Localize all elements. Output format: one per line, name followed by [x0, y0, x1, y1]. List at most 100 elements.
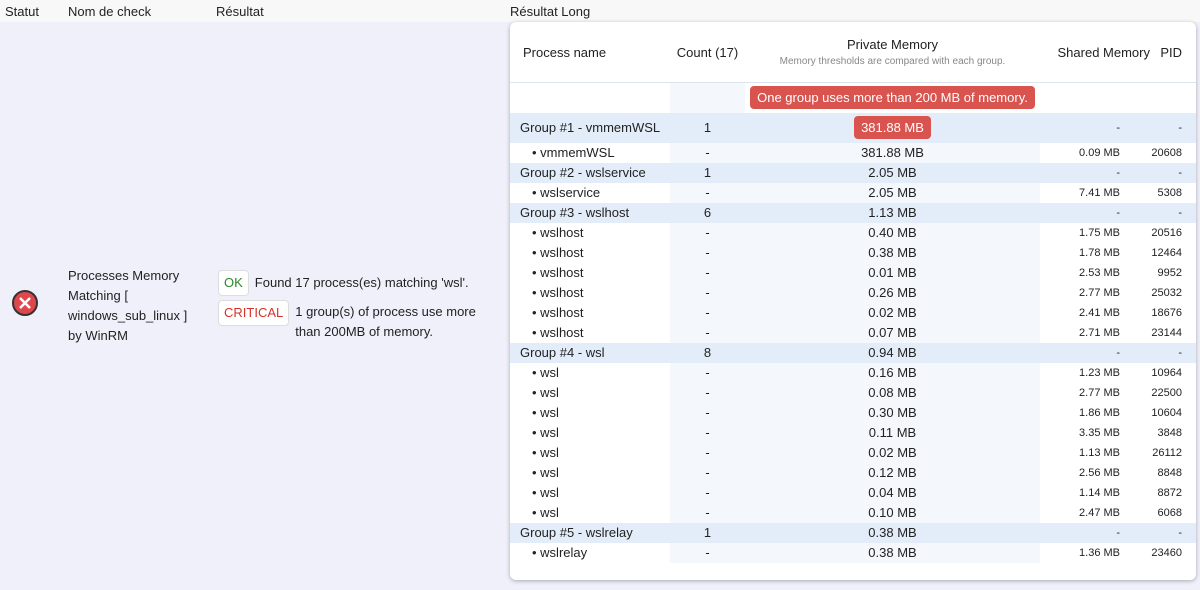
process-name: wslservice [540, 185, 601, 200]
count: - [670, 502, 745, 523]
name-cell: • wsl [532, 465, 559, 480]
process-row: • wslhost - 0.02 MB 2.41 MB 18676 [510, 302, 1196, 323]
shared-memory: - [1040, 202, 1150, 223]
private-cell: 0.10 MB [745, 502, 1040, 523]
group-name: Group #4 - wsl [520, 345, 605, 360]
count: - [670, 422, 745, 443]
group-name: Group #3 - wslhost [520, 205, 630, 220]
private-memory: 0.30 MB [868, 405, 917, 420]
count: - [670, 242, 745, 263]
results: OK Found 17 process(es) matching 'wsl'. C… [218, 270, 498, 342]
header: Résultat [216, 4, 264, 19]
name-cell: • wslhost [532, 325, 584, 340]
private-cell: 1.13 MB [745, 202, 1040, 223]
private-memory: 0.12 MB [868, 465, 917, 480]
shared-memory: 2.71 MB [1079, 326, 1120, 339]
process-row: • wsl - 0.11 MB 3.35 MB 3848 [510, 422, 1196, 443]
private-memory: 381.88 MB [861, 145, 924, 160]
pid: 12464 [1151, 246, 1182, 259]
group-name: Group #1 - vmmemWSL [520, 120, 661, 135]
name-cell: • wslhost [532, 265, 584, 280]
process-row: • wsl - 0.08 MB 2.77 MB 22500 [510, 382, 1196, 403]
count: - [670, 322, 745, 343]
pid: 23460 [1151, 546, 1182, 559]
private-memory: 0.94 MB [868, 345, 917, 360]
column-header: Shared Memory [1040, 22, 1150, 83]
count: - [670, 362, 745, 383]
private-memory: 0.01 MB [868, 265, 917, 280]
pid: - [1150, 202, 1196, 223]
private-memory: 0.07 MB [868, 325, 917, 340]
count: 1 [670, 522, 745, 543]
header: Résultat Long [510, 4, 591, 19]
name-cell: • wsl [532, 365, 559, 380]
name-cell: • wsl [532, 445, 559, 460]
private-memory: 0.02 MB [868, 305, 917, 320]
process-row: • wsl - 0.30 MB 1.86 MB 10604 [510, 402, 1196, 423]
pid: - [1150, 342, 1196, 363]
shared-memory: 2.56 MB [1079, 466, 1120, 479]
private-memory: 0.38 MB [868, 545, 917, 560]
private-cell: 0.07 MB [745, 322, 1040, 343]
process-name: wsl [540, 445, 559, 460]
pid: 20608 [1151, 146, 1182, 159]
shared-memory: - [1040, 112, 1150, 143]
shared-memory: 1.23 MB [1079, 366, 1120, 379]
count: - [670, 222, 745, 243]
pid: - [1150, 162, 1196, 183]
name-cell: • wsl [532, 425, 559, 440]
group-name: Group #2 - wslservice [520, 165, 646, 180]
private-memory: 0.16 MB [868, 365, 917, 380]
shared-memory: 1.14 MB [1079, 486, 1120, 499]
name-cell: • wslservice [532, 185, 601, 200]
process-row: • wslservice - 2.05 MB 7.41 MB 5308 [510, 182, 1196, 203]
private-memory: 0.11 MB [868, 425, 917, 440]
count: - [670, 482, 745, 503]
group-row: Group #4 - wsl 8 0.94 MB - - [510, 342, 1196, 363]
process-row: • wsl - 0.10 MB 2.47 MB 6068 [510, 502, 1196, 523]
count: - [670, 462, 745, 483]
process-name: wsl [540, 365, 559, 380]
pid: 10604 [1151, 406, 1182, 419]
count: - [670, 402, 745, 423]
private-cell: 2.05 MB [745, 162, 1040, 183]
pid: 22500 [1151, 386, 1182, 399]
count: 1 [670, 162, 745, 183]
count: - [670, 262, 745, 283]
process-name: wslhost [540, 245, 584, 260]
pid: - [1150, 522, 1196, 543]
private-cell: 0.38 MB [745, 522, 1040, 543]
count: - [670, 282, 745, 303]
shared-memory: - [1040, 522, 1150, 543]
process-name: wsl [540, 465, 559, 480]
count: - [670, 182, 745, 203]
badge: CRITICAL [218, 300, 290, 326]
private-cell: 0.01 MB [745, 262, 1040, 283]
private-cell: 0.94 MB [745, 342, 1040, 363]
count: - [670, 142, 745, 163]
pid: 25032 [1151, 286, 1182, 299]
pid: 10964 [1151, 366, 1182, 379]
result: CRITICAL 1 group(s) of process use more t… [218, 300, 498, 342]
name-cell: Group #3 - wslhost [510, 202, 670, 223]
pid: 20516 [1151, 226, 1182, 239]
count: 8 [670, 342, 745, 363]
name-cell: Group #5 - wslrelay [510, 522, 670, 543]
shared-memory: 2.41 MB [1079, 306, 1120, 319]
pid: 9952 [1157, 266, 1182, 279]
result-text: 1 group(s) of process use more than 200M… [295, 304, 476, 339]
header: Statut [5, 4, 39, 19]
process-row: • wslhost - 0.40 MB 1.75 MB 20516 [510, 222, 1196, 243]
header: Nom de check [68, 4, 152, 19]
private-cell: 0.02 MB [745, 442, 1040, 463]
pid: 8848 [1157, 466, 1182, 479]
shared-memory: 2.77 MB [1079, 386, 1120, 399]
shared-memory: 1.36 MB [1079, 546, 1120, 559]
name-cell: Group #4 - wsl [510, 342, 670, 363]
column-header: Count (17) [670, 22, 745, 83]
name-cell: • wsl [532, 505, 559, 520]
process-name: wsl [540, 485, 559, 500]
process-row: • wsl - 0.04 MB 1.14 MB 8872 [510, 482, 1196, 503]
name-cell: Group #1 - vmmemWSL [510, 112, 670, 143]
pid: 6068 [1157, 506, 1182, 519]
